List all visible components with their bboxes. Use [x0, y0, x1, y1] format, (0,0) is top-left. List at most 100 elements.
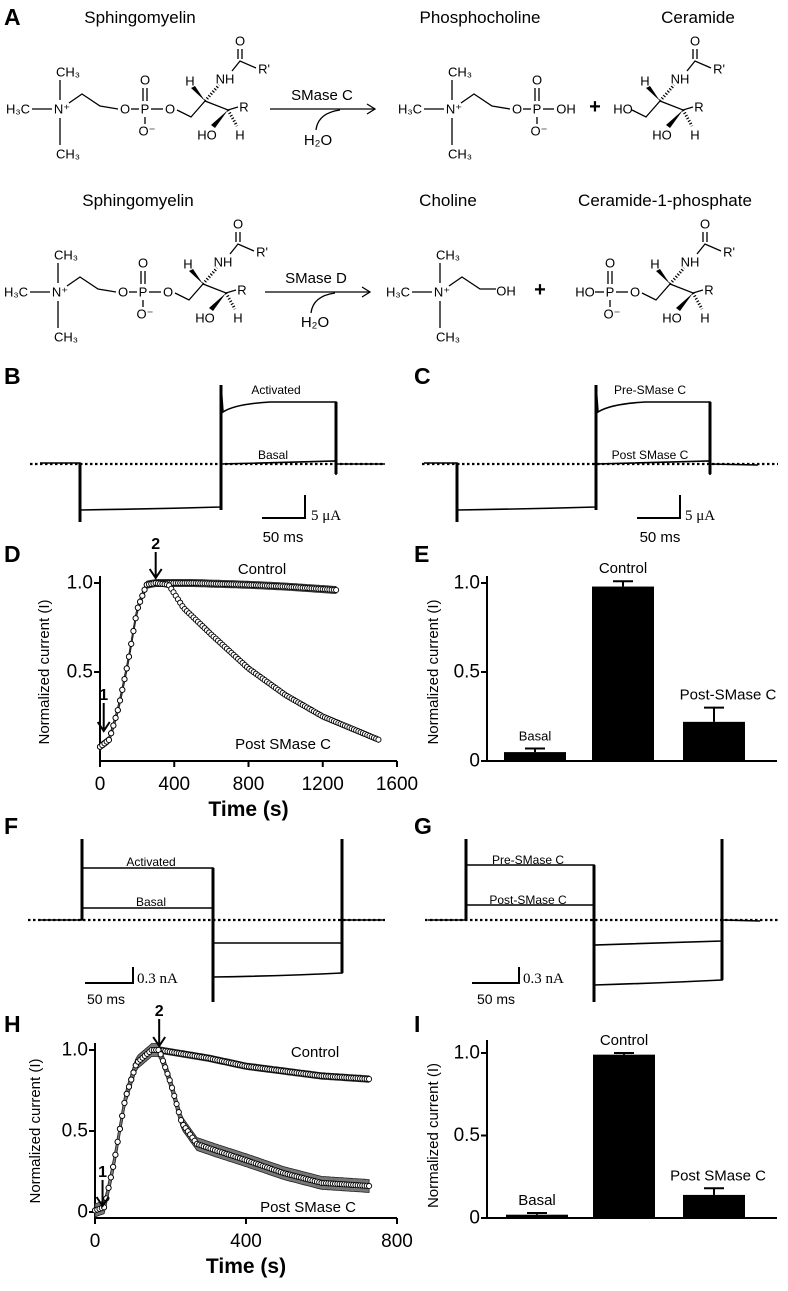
- atom-r-prime: R': [256, 245, 268, 260]
- atom-o: O: [700, 217, 710, 232]
- data-point: [128, 1076, 135, 1083]
- bond: [607, 271, 613, 284]
- bond: [692, 49, 698, 59]
- x-axis-title: Time (s): [206, 1255, 286, 1278]
- atom-ho: HO: [613, 102, 633, 117]
- arrow-icon: [152, 1019, 167, 1048]
- bar-label: Basal: [518, 1192, 556, 1209]
- atom-o: O: [605, 256, 615, 271]
- data-point: [130, 628, 137, 635]
- bar-label: Control: [600, 1032, 648, 1049]
- atom-ho: HO: [652, 128, 672, 143]
- atom-h: H: [700, 311, 709, 326]
- data-point: [137, 598, 144, 605]
- atom-o-minus: O⁻: [531, 124, 548, 139]
- label-post-smase: Post SMase C: [612, 448, 689, 462]
- title-phosphocholine: Phosphocholine: [420, 8, 541, 27]
- data-point: [116, 1125, 123, 1132]
- atom-o-minus: O⁻: [137, 307, 154, 322]
- bar-label: Control: [599, 560, 647, 577]
- data-point: [168, 1084, 176, 1091]
- bond: [641, 283, 671, 301]
- atom-p: P: [533, 102, 542, 117]
- bond: [68, 93, 119, 110]
- series-control: [96, 579, 340, 752]
- label-activated: Activated: [126, 855, 175, 869]
- atom-o: O: [235, 34, 245, 49]
- bond: [631, 100, 661, 118]
- scale-bar: [472, 967, 520, 984]
- label-post-smase: Post-SMase C: [489, 893, 567, 907]
- panel-label-b: B: [4, 363, 21, 389]
- atom-r-prime: R': [723, 245, 735, 260]
- bar-post-smase-c: [683, 721, 745, 761]
- atom-r: R: [239, 100, 248, 115]
- bond: [66, 276, 117, 293]
- atom-nh: NH: [214, 255, 233, 270]
- bond: [142, 88, 148, 101]
- label-activated: Activated: [251, 383, 300, 397]
- chart-d: 0 400 800 1200 1600 0.5 1.0 Time (s) Normalized …: [36, 536, 418, 821]
- atom-r-prime: R': [258, 62, 270, 77]
- data-point: [125, 1083, 133, 1090]
- activated-trace: [79, 384, 337, 522]
- atom-h3c: H₃C: [4, 285, 28, 300]
- atom-n-plus: N⁺: [54, 102, 70, 117]
- series-label: Control: [238, 561, 286, 578]
- atom-ho: HO: [662, 311, 682, 326]
- x-tick-label: 800: [381, 1231, 413, 1252]
- arrow-label-1: 1: [99, 687, 108, 704]
- title-sphingomyelin-1: Sphingomyelin: [84, 8, 196, 27]
- chart-h: 0 400 800 0 0.5 1.0 Time (s) Normalized current…: [27, 1003, 413, 1278]
- atom-ch3: CH₃: [56, 65, 80, 80]
- hashed-bond: [203, 84, 221, 102]
- scale-bar: [85, 967, 134, 984]
- post-smase-trace: [424, 460, 759, 511]
- data-point: [375, 736, 382, 743]
- atom-h: H: [183, 257, 192, 272]
- reaction-arrow-smase-c: SMase C H₂O: [270, 87, 377, 149]
- data-point: [128, 640, 135, 647]
- y-tick-label: 0: [77, 1202, 88, 1223]
- atom-o: O: [138, 256, 148, 271]
- data-point: [171, 1092, 178, 1099]
- wedge-bond: [666, 110, 683, 128]
- x-tick-label: 1200: [302, 774, 344, 795]
- data-point: [114, 707, 121, 714]
- chart-i: 0 0.5 1.0 Normalized current (I) Basal Contro…: [425, 1032, 777, 1229]
- bar-label: Post SMase C: [670, 1167, 766, 1184]
- wedge-bond: [191, 86, 205, 101]
- arrow-icon: [148, 552, 163, 580]
- data-point: [110, 722, 117, 729]
- data-point: [162, 1064, 169, 1071]
- bond: [237, 49, 243, 59]
- enzyme-smase-c: SMase C: [291, 87, 353, 104]
- data-point: [173, 1100, 180, 1108]
- wedge-bond: [209, 293, 226, 311]
- bond: [659, 100, 694, 111]
- bond: [202, 283, 237, 294]
- atom-ch3: CH₃: [448, 147, 472, 162]
- wedge-bond: [211, 110, 228, 128]
- atom-ch3: CH₃: [56, 147, 80, 162]
- trace-panel-f: Activated Basal 0.3 nA 50 ms: [28, 839, 385, 1007]
- atom-n-plus: N⁺: [434, 285, 450, 300]
- atom-o: O: [532, 73, 542, 88]
- scale-x-label: 50 ms: [263, 529, 304, 546]
- trace-panel-g: Pre-SMase C Post-SMase C 0.3 nA 50 ms: [425, 839, 778, 1007]
- scale-bar: [637, 495, 681, 519]
- series-label: Post SMase C: [235, 736, 331, 753]
- panel-label-h: H: [4, 1011, 21, 1037]
- atom-p: P: [139, 285, 148, 300]
- data-point: [119, 1112, 126, 1119]
- bond: [669, 283, 704, 294]
- atom-o: O: [163, 285, 173, 300]
- series-label: Post SMase C: [260, 1199, 356, 1216]
- atom-o: O: [630, 285, 640, 300]
- atom-ch3: CH₃: [54, 248, 78, 263]
- data-point: [112, 1151, 119, 1158]
- y-tick-label: 0.5: [454, 1125, 480, 1146]
- error-band: [99, 579, 337, 752]
- bond: [204, 100, 239, 111]
